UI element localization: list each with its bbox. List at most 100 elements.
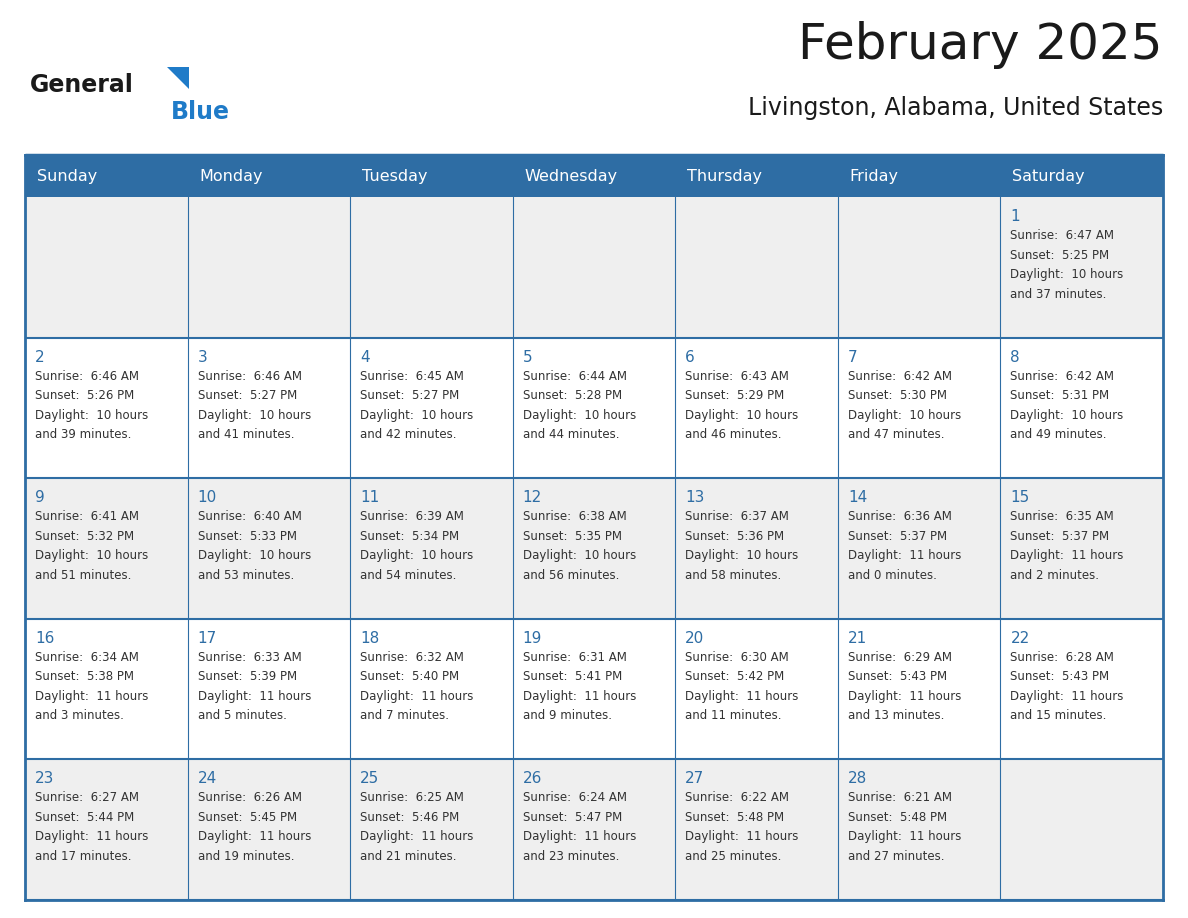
- Text: and 58 minutes.: and 58 minutes.: [685, 568, 782, 582]
- Text: Sunset:  5:28 PM: Sunset: 5:28 PM: [523, 389, 621, 402]
- Bar: [25, 759, 1163, 900]
- Text: Sunset:  5:33 PM: Sunset: 5:33 PM: [197, 530, 297, 543]
- Text: Sunrise:  6:45 AM: Sunrise: 6:45 AM: [360, 370, 465, 383]
- Text: Sunrise:  6:33 AM: Sunrise: 6:33 AM: [197, 651, 302, 664]
- Text: Daylight:  10 hours: Daylight: 10 hours: [848, 409, 961, 421]
- Text: 7: 7: [848, 350, 858, 364]
- Text: and 56 minutes.: and 56 minutes.: [523, 568, 619, 582]
- Text: 13: 13: [685, 490, 704, 505]
- Text: 4: 4: [360, 350, 369, 364]
- Text: Daylight:  11 hours: Daylight: 11 hours: [360, 689, 474, 703]
- Bar: [25, 478, 1163, 619]
- Text: Sunrise:  6:38 AM: Sunrise: 6:38 AM: [523, 510, 626, 523]
- Text: Sunset:  5:47 PM: Sunset: 5:47 PM: [523, 811, 623, 823]
- Text: Sunrise:  6:24 AM: Sunrise: 6:24 AM: [523, 791, 627, 804]
- Text: 28: 28: [848, 771, 867, 787]
- Text: 20: 20: [685, 631, 704, 645]
- Text: Sunset:  5:44 PM: Sunset: 5:44 PM: [34, 811, 134, 823]
- Text: Sunrise:  6:26 AM: Sunrise: 6:26 AM: [197, 791, 302, 804]
- Text: Sunset:  5:25 PM: Sunset: 5:25 PM: [1011, 249, 1110, 262]
- Text: Daylight:  11 hours: Daylight: 11 hours: [197, 689, 311, 703]
- Text: 10: 10: [197, 490, 217, 505]
- Text: Sunset:  5:37 PM: Sunset: 5:37 PM: [1011, 530, 1110, 543]
- Text: Sunset:  5:46 PM: Sunset: 5:46 PM: [360, 811, 460, 823]
- Bar: [25, 155, 1163, 197]
- Text: Daylight:  11 hours: Daylight: 11 hours: [523, 831, 636, 844]
- Text: Daylight:  11 hours: Daylight: 11 hours: [848, 689, 961, 703]
- Text: Sunrise:  6:42 AM: Sunrise: 6:42 AM: [1011, 370, 1114, 383]
- Text: 17: 17: [197, 631, 217, 645]
- Text: 3: 3: [197, 350, 208, 364]
- Text: and 39 minutes.: and 39 minutes.: [34, 428, 132, 442]
- Text: Sunset:  5:39 PM: Sunset: 5:39 PM: [197, 670, 297, 683]
- Text: Daylight:  11 hours: Daylight: 11 hours: [685, 689, 798, 703]
- Text: and 46 minutes.: and 46 minutes.: [685, 428, 782, 442]
- Text: 25: 25: [360, 771, 379, 787]
- Text: Sunset:  5:27 PM: Sunset: 5:27 PM: [360, 389, 460, 402]
- Text: Sunset:  5:34 PM: Sunset: 5:34 PM: [360, 530, 460, 543]
- Text: 21: 21: [848, 631, 867, 645]
- Text: Sunset:  5:31 PM: Sunset: 5:31 PM: [1011, 389, 1110, 402]
- Text: Sunset:  5:35 PM: Sunset: 5:35 PM: [523, 530, 621, 543]
- Text: Sunrise:  6:32 AM: Sunrise: 6:32 AM: [360, 651, 465, 664]
- Text: 6: 6: [685, 350, 695, 364]
- Text: and 11 minutes.: and 11 minutes.: [685, 710, 782, 722]
- Text: 9: 9: [34, 490, 45, 505]
- Text: Daylight:  11 hours: Daylight: 11 hours: [34, 831, 148, 844]
- Text: Thursday: Thursday: [688, 169, 763, 184]
- Text: General: General: [30, 73, 134, 97]
- Text: Sunrise:  6:37 AM: Sunrise: 6:37 AM: [685, 510, 789, 523]
- Text: Daylight:  11 hours: Daylight: 11 hours: [34, 689, 148, 703]
- Text: Daylight:  10 hours: Daylight: 10 hours: [1011, 268, 1124, 281]
- Text: Daylight:  11 hours: Daylight: 11 hours: [1011, 689, 1124, 703]
- Text: Sunset:  5:30 PM: Sunset: 5:30 PM: [848, 389, 947, 402]
- Text: Sunset:  5:32 PM: Sunset: 5:32 PM: [34, 530, 134, 543]
- Text: and 19 minutes.: and 19 minutes.: [197, 850, 295, 863]
- Text: Blue: Blue: [171, 100, 230, 124]
- Text: Sunset:  5:37 PM: Sunset: 5:37 PM: [848, 530, 947, 543]
- Text: Daylight:  10 hours: Daylight: 10 hours: [34, 549, 148, 562]
- Text: Sunset:  5:43 PM: Sunset: 5:43 PM: [848, 670, 947, 683]
- Text: Sunrise:  6:36 AM: Sunrise: 6:36 AM: [848, 510, 952, 523]
- Text: Sunset:  5:38 PM: Sunset: 5:38 PM: [34, 670, 134, 683]
- Text: Sunset:  5:41 PM: Sunset: 5:41 PM: [523, 670, 623, 683]
- Text: Sunrise:  6:41 AM: Sunrise: 6:41 AM: [34, 510, 139, 523]
- Text: Sunset:  5:48 PM: Sunset: 5:48 PM: [685, 811, 784, 823]
- Text: 26: 26: [523, 771, 542, 787]
- Text: Daylight:  10 hours: Daylight: 10 hours: [1011, 409, 1124, 421]
- Text: Daylight:  10 hours: Daylight: 10 hours: [197, 409, 311, 421]
- Text: Sunset:  5:27 PM: Sunset: 5:27 PM: [197, 389, 297, 402]
- Text: and 15 minutes.: and 15 minutes.: [1011, 710, 1107, 722]
- Text: Sunrise:  6:46 AM: Sunrise: 6:46 AM: [34, 370, 139, 383]
- Text: Daylight:  11 hours: Daylight: 11 hours: [685, 831, 798, 844]
- Text: and 51 minutes.: and 51 minutes.: [34, 568, 132, 582]
- Text: and 5 minutes.: and 5 minutes.: [197, 710, 286, 722]
- Text: Daylight:  10 hours: Daylight: 10 hours: [34, 409, 148, 421]
- Text: Daylight:  11 hours: Daylight: 11 hours: [197, 831, 311, 844]
- Bar: [25, 197, 1163, 338]
- Text: 12: 12: [523, 490, 542, 505]
- Text: 16: 16: [34, 631, 55, 645]
- Text: Daylight:  11 hours: Daylight: 11 hours: [523, 689, 636, 703]
- Text: and 3 minutes.: and 3 minutes.: [34, 710, 124, 722]
- Text: and 49 minutes.: and 49 minutes.: [1011, 428, 1107, 442]
- Text: Daylight:  10 hours: Daylight: 10 hours: [685, 409, 798, 421]
- Text: and 13 minutes.: and 13 minutes.: [848, 710, 944, 722]
- Text: 2: 2: [34, 350, 45, 364]
- Text: Sunrise:  6:28 AM: Sunrise: 6:28 AM: [1011, 651, 1114, 664]
- Text: 23: 23: [34, 771, 55, 787]
- Text: and 25 minutes.: and 25 minutes.: [685, 850, 782, 863]
- Text: Sunrise:  6:25 AM: Sunrise: 6:25 AM: [360, 791, 465, 804]
- Text: 8: 8: [1011, 350, 1020, 364]
- Text: Tuesday: Tuesday: [362, 169, 428, 184]
- Text: Sunrise:  6:27 AM: Sunrise: 6:27 AM: [34, 791, 139, 804]
- Text: Saturday: Saturday: [1012, 169, 1085, 184]
- Text: 19: 19: [523, 631, 542, 645]
- Bar: [25, 338, 1163, 478]
- Text: and 44 minutes.: and 44 minutes.: [523, 428, 619, 442]
- Text: and 7 minutes.: and 7 minutes.: [360, 710, 449, 722]
- Text: Daylight:  11 hours: Daylight: 11 hours: [848, 549, 961, 562]
- Text: Sunrise:  6:43 AM: Sunrise: 6:43 AM: [685, 370, 789, 383]
- Text: Sunset:  5:36 PM: Sunset: 5:36 PM: [685, 530, 784, 543]
- Polygon shape: [168, 67, 189, 89]
